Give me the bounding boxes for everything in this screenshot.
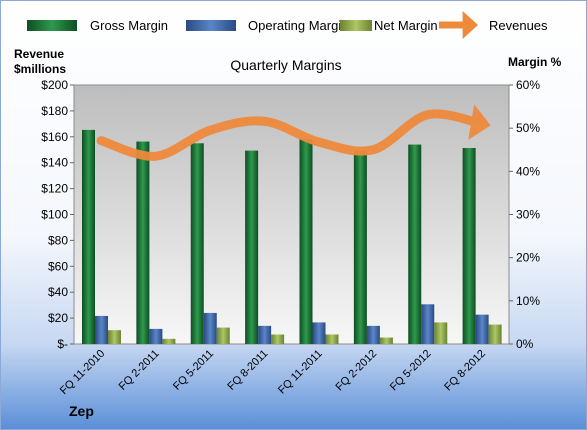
x-tick-label: FQ 11-2010 (58, 348, 107, 397)
legend-swatch-gross-margin (27, 20, 77, 31)
right-tick-label: 50% (516, 121, 540, 135)
net-margin-bar (216, 327, 230, 344)
gross-margin-bar (190, 143, 204, 344)
x-tick-label: FQ 5-2011 (171, 348, 216, 393)
right-axis-ticks: 0% 10% 20% 30% 40% 50% 60% (509, 78, 540, 351)
left-tick-label: $- (57, 337, 68, 351)
gross-margin-bar (462, 148, 476, 344)
net-margin-bar (488, 324, 502, 344)
legend-swatch-operating-margin (186, 20, 236, 31)
left-axis-label-line1: Revenue (14, 47, 64, 61)
operating-margin-bar (258, 325, 272, 344)
left-tick-label: $100 (41, 208, 68, 222)
gross-margin-bar (245, 150, 259, 344)
right-tick-label: 40% (516, 164, 540, 178)
operating-margin-bar (203, 312, 217, 344)
operating-margin-bar (149, 328, 163, 344)
left-axis-ticks: $- $20 $40 $60 $80 $100 $120 $140 $160 $180 $200 (41, 78, 74, 351)
gross-margin-bar (353, 150, 367, 344)
legend-swatch-net-margin (340, 20, 372, 31)
gross-margin-bar (408, 144, 422, 344)
gross-margin-bar (299, 138, 313, 344)
operating-margin-bar (475, 314, 489, 344)
right-tick-label: 10% (516, 294, 540, 308)
revenues-line (96, 104, 491, 161)
left-tick-label: $140 (41, 156, 68, 170)
legend: Gross Margin Operating Margin Net Margin… (27, 11, 548, 39)
left-tick-label: $20 (48, 311, 68, 325)
left-axis-label-line2: $millions (14, 62, 66, 76)
net-margin-bar (379, 337, 393, 344)
net-margin-bar (108, 330, 121, 344)
bars (82, 129, 502, 344)
operating-margin-bar (366, 325, 380, 344)
x-tick-label: FQ 2-2012 (334, 348, 380, 394)
gross-margin-bar (82, 129, 95, 344)
legend-label-revenues: Revenues (489, 18, 548, 33)
right-tick-label: 60% (516, 78, 540, 92)
right-tick-label: 0% (516, 337, 534, 351)
operating-margin-bar (312, 322, 326, 344)
x-axis-ticks: FQ 11-2010 FQ 2-2011 FQ 5-2011 FQ 8-2011 FQ … (58, 348, 488, 397)
x-tick-label: FQ 2-2011 (117, 348, 162, 393)
right-tick-label: 30% (516, 208, 540, 222)
legend-label-gross-margin: Gross Margin (90, 18, 168, 33)
left-tick-label: $160 (41, 130, 68, 144)
revenue-line-group (96, 104, 491, 161)
x-tick-label: FQ 11-2011 (276, 348, 325, 397)
chart-title: Quarterly Margins (230, 57, 341, 73)
left-tick-label: $60 (48, 259, 68, 273)
right-tick-label: 20% (516, 251, 540, 265)
operating-margin-bar (421, 304, 435, 344)
left-tick-label: $180 (41, 104, 68, 118)
net-margin-bar (162, 338, 176, 344)
net-margin-bar (325, 334, 339, 344)
gross-margin-bar (136, 141, 150, 344)
left-tick-label: $120 (41, 182, 68, 196)
company-label: Zep (69, 403, 94, 419)
left-tick-label: $200 (41, 78, 68, 92)
left-tick-label: $40 (48, 285, 68, 299)
x-tick-label: FQ 8-2011 (225, 348, 270, 393)
x-tick-label: FQ 8-2012 (442, 348, 488, 394)
net-margin-bar (271, 334, 285, 344)
right-axis-label: Margin % (508, 55, 562, 69)
operating-margin-bar (95, 315, 108, 344)
legend-label-operating-margin: Operating Margin (248, 18, 348, 33)
net-margin-bar (434, 322, 448, 344)
legend-label-net-margin: Net Margin (374, 18, 438, 33)
left-tick-label: $80 (48, 233, 68, 247)
x-tick-label: FQ 5-2012 (388, 348, 434, 394)
